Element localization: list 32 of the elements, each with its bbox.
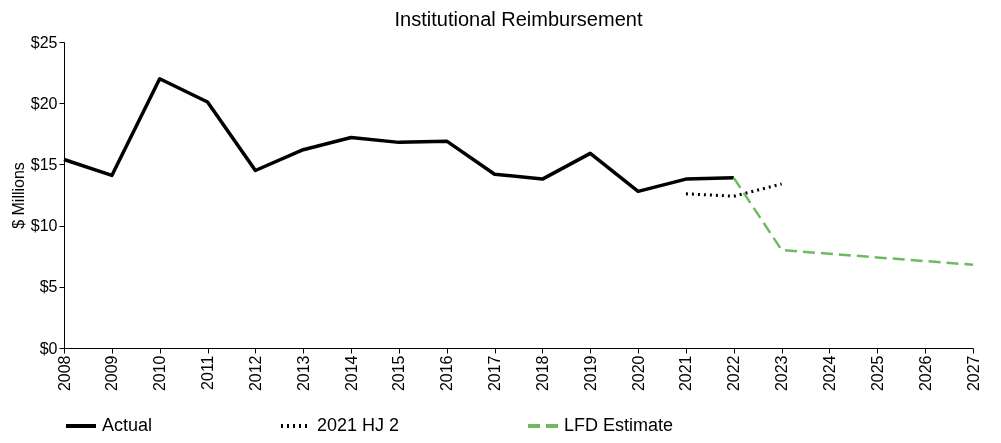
x-tick-label: 2009 xyxy=(103,355,121,392)
x-tick-label: 2022 xyxy=(725,355,743,392)
line-series xyxy=(732,176,975,267)
x-tick-label: 2019 xyxy=(581,355,599,392)
x-tick-label: 2017 xyxy=(486,355,504,392)
x-tick-label: 2023 xyxy=(773,355,791,392)
x-tick-label: 2008 xyxy=(55,355,73,392)
x-tick-label: 2011 xyxy=(199,355,217,390)
x-tick-label: 2020 xyxy=(629,355,647,392)
x-tick-label: 2016 xyxy=(438,355,456,392)
x-tick-label: 2027 xyxy=(964,355,982,392)
x-tick-label: 2014 xyxy=(342,355,360,392)
chart-title: Institutional Reimbursement xyxy=(394,8,643,30)
legend-label: LFD Estimate xyxy=(564,415,674,435)
y-tick-label: $5 xyxy=(39,278,58,296)
x-tick-label: 2018 xyxy=(533,355,551,392)
legend-label: 2021 HJ 2 xyxy=(317,415,400,435)
y-tick-label: $25 xyxy=(30,33,58,51)
y-tick-label: $20 xyxy=(30,94,58,112)
x-tick-label: 2024 xyxy=(820,355,838,392)
x-tick-label: 2021 xyxy=(677,355,695,392)
y-tick-label: $0 xyxy=(39,339,58,357)
y-tick-label: $15 xyxy=(30,155,58,173)
y-axis-title: $ Millions xyxy=(9,162,27,229)
x-tick-label: 2012 xyxy=(246,355,264,392)
x-tick-label: 2025 xyxy=(868,355,886,392)
y-tick-label: $10 xyxy=(30,217,58,235)
x-tick-label: 2010 xyxy=(151,355,169,392)
x-tick-label: 2026 xyxy=(916,355,934,392)
x-tick-label: 2013 xyxy=(294,355,312,392)
legend-label: Actual xyxy=(102,415,153,435)
x-tick-label: 2015 xyxy=(390,355,408,392)
